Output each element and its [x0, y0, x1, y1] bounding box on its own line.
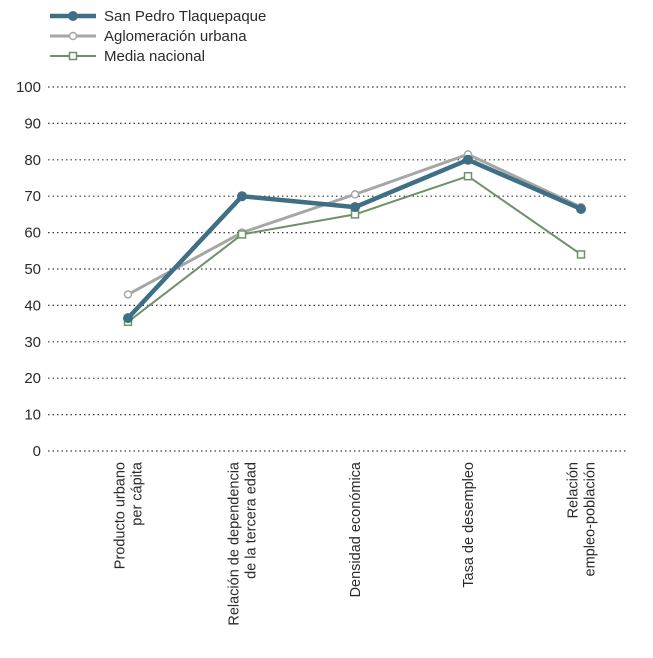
y-tick-label: 70 [24, 188, 41, 205]
y-tick-label: 60 [24, 225, 41, 242]
y-tick-label: 100 [16, 79, 41, 96]
legend: San Pedro Tlaquepaque Aglomeración urbana… [50, 8, 266, 65]
y-tick-label: 0 [33, 443, 41, 460]
data-point [576, 250, 586, 259]
legend-marker [68, 11, 78, 21]
legend-item: San Pedro Tlaquepaque [50, 8, 266, 25]
series-line [126, 152, 583, 296]
x-axis: Producto urbanoper cápita Relación de dep… [113, 461, 599, 626]
x-category-label: Relaciónempleo-población [566, 462, 599, 576]
legend-marker [68, 31, 78, 41]
legend-label: Aglomeración urbana [104, 28, 247, 45]
x-category-label: Densidad económica [348, 461, 364, 597]
y-axis: 0 10 20 30 40 50 60 70 80 90 100 [16, 79, 41, 460]
legend-item: Media nacional [50, 48, 205, 65]
y-tick-label: 80 [24, 152, 41, 169]
data-point [237, 191, 247, 202]
grid [48, 86, 628, 452]
data-point [123, 313, 133, 324]
y-tick-label: 50 [24, 261, 41, 278]
series-layer [123, 150, 586, 327]
y-tick-label: 40 [24, 297, 41, 314]
x-category-label: Tasa de desempleo [461, 462, 477, 588]
y-tick-label: 30 [24, 334, 41, 351]
data-point [463, 154, 473, 165]
data-point [237, 230, 247, 239]
series-line [125, 157, 584, 321]
series-1 [123, 154, 586, 324]
x-category-label: Relación de dependenciade la tercera eda… [227, 461, 260, 626]
legend-item: Aglomeración urbana [50, 28, 247, 45]
y-tick-label: 10 [24, 407, 41, 424]
data-point [463, 171, 473, 181]
legend-marker [68, 51, 78, 61]
y-tick-label: 20 [24, 370, 41, 387]
data-point [350, 190, 360, 199]
data-point [350, 202, 360, 213]
legend-label: San Pedro Tlaquepaque [104, 8, 266, 25]
legend-label: Media nacional [104, 48, 205, 65]
data-point [123, 290, 133, 299]
y-tick-label: 90 [24, 115, 41, 132]
x-category-label: Producto urbanoper cápita [113, 461, 146, 569]
data-point [576, 203, 586, 214]
series-2 [123, 150, 586, 299]
